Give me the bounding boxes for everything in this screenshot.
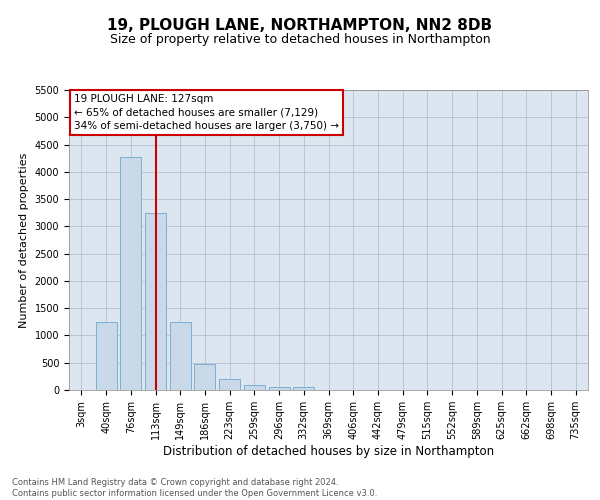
- Text: Size of property relative to detached houses in Northampton: Size of property relative to detached ho…: [110, 32, 490, 46]
- Bar: [244, 385, 265, 390]
- X-axis label: Distribution of detached houses by size in Northampton: Distribution of detached houses by size …: [163, 445, 494, 458]
- Text: 19, PLOUGH LANE, NORTHAMPTON, NN2 8DB: 19, PLOUGH LANE, NORTHAMPTON, NN2 8DB: [107, 18, 493, 32]
- Bar: [194, 364, 215, 390]
- Bar: [145, 212, 166, 390]
- Bar: [219, 378, 240, 390]
- Bar: [293, 388, 314, 390]
- Bar: [120, 157, 141, 390]
- Bar: [95, 322, 116, 390]
- Text: Contains HM Land Registry data © Crown copyright and database right 2024.
Contai: Contains HM Land Registry data © Crown c…: [12, 478, 377, 498]
- Y-axis label: Number of detached properties: Number of detached properties: [19, 152, 29, 328]
- Text: 19 PLOUGH LANE: 127sqm
← 65% of detached houses are smaller (7,129)
34% of semi-: 19 PLOUGH LANE: 127sqm ← 65% of detached…: [74, 94, 339, 131]
- Bar: [269, 386, 290, 390]
- Bar: [170, 322, 191, 390]
